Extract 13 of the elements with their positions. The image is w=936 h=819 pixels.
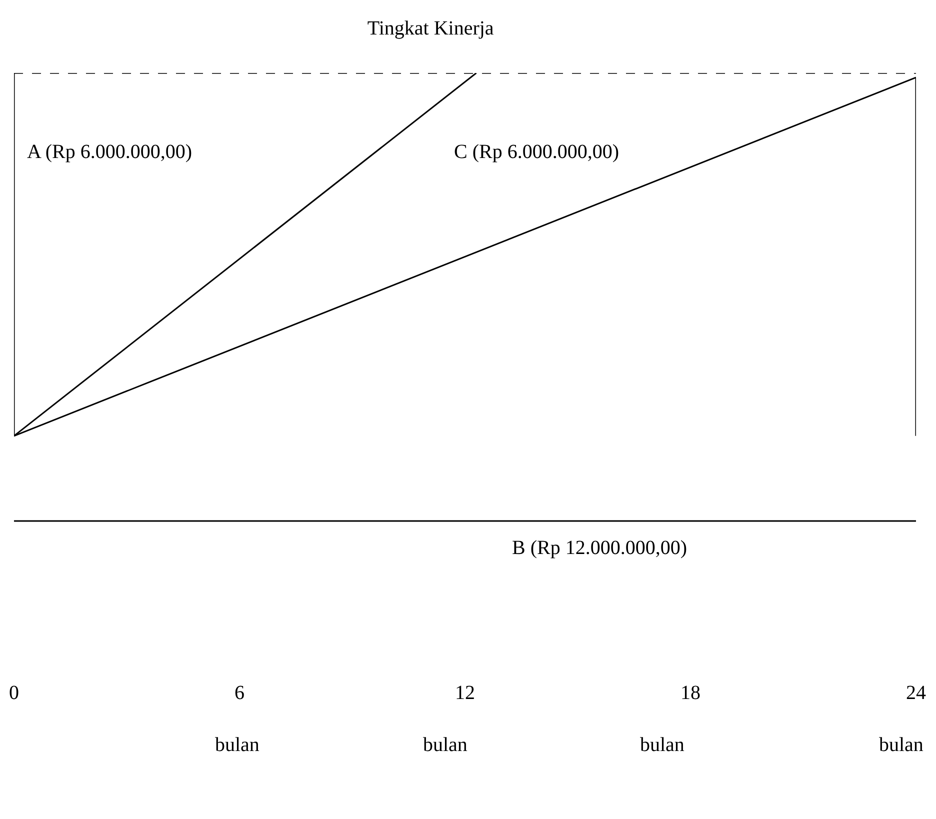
x-tick-label: 18 — [680, 682, 700, 704]
text: bulan — [423, 734, 468, 756]
text: bulan — [640, 734, 684, 756]
text: bulan — [215, 734, 260, 756]
x-tick-label: 0 — [9, 682, 19, 704]
annotation: A (Rp 6.000.000,00) — [27, 141, 192, 163]
chart-title: Tingkat Kinerja — [367, 17, 494, 40]
x-tick-label: 24 — [906, 682, 926, 704]
text: bulan — [879, 734, 924, 756]
x-tick-label: 12 — [455, 682, 475, 704]
x-tick-label: 6 — [234, 682, 244, 704]
text: B (Rp 12.000.000,00) — [512, 537, 687, 559]
annotation: C (Rp 6.000.000,00) — [454, 141, 619, 163]
